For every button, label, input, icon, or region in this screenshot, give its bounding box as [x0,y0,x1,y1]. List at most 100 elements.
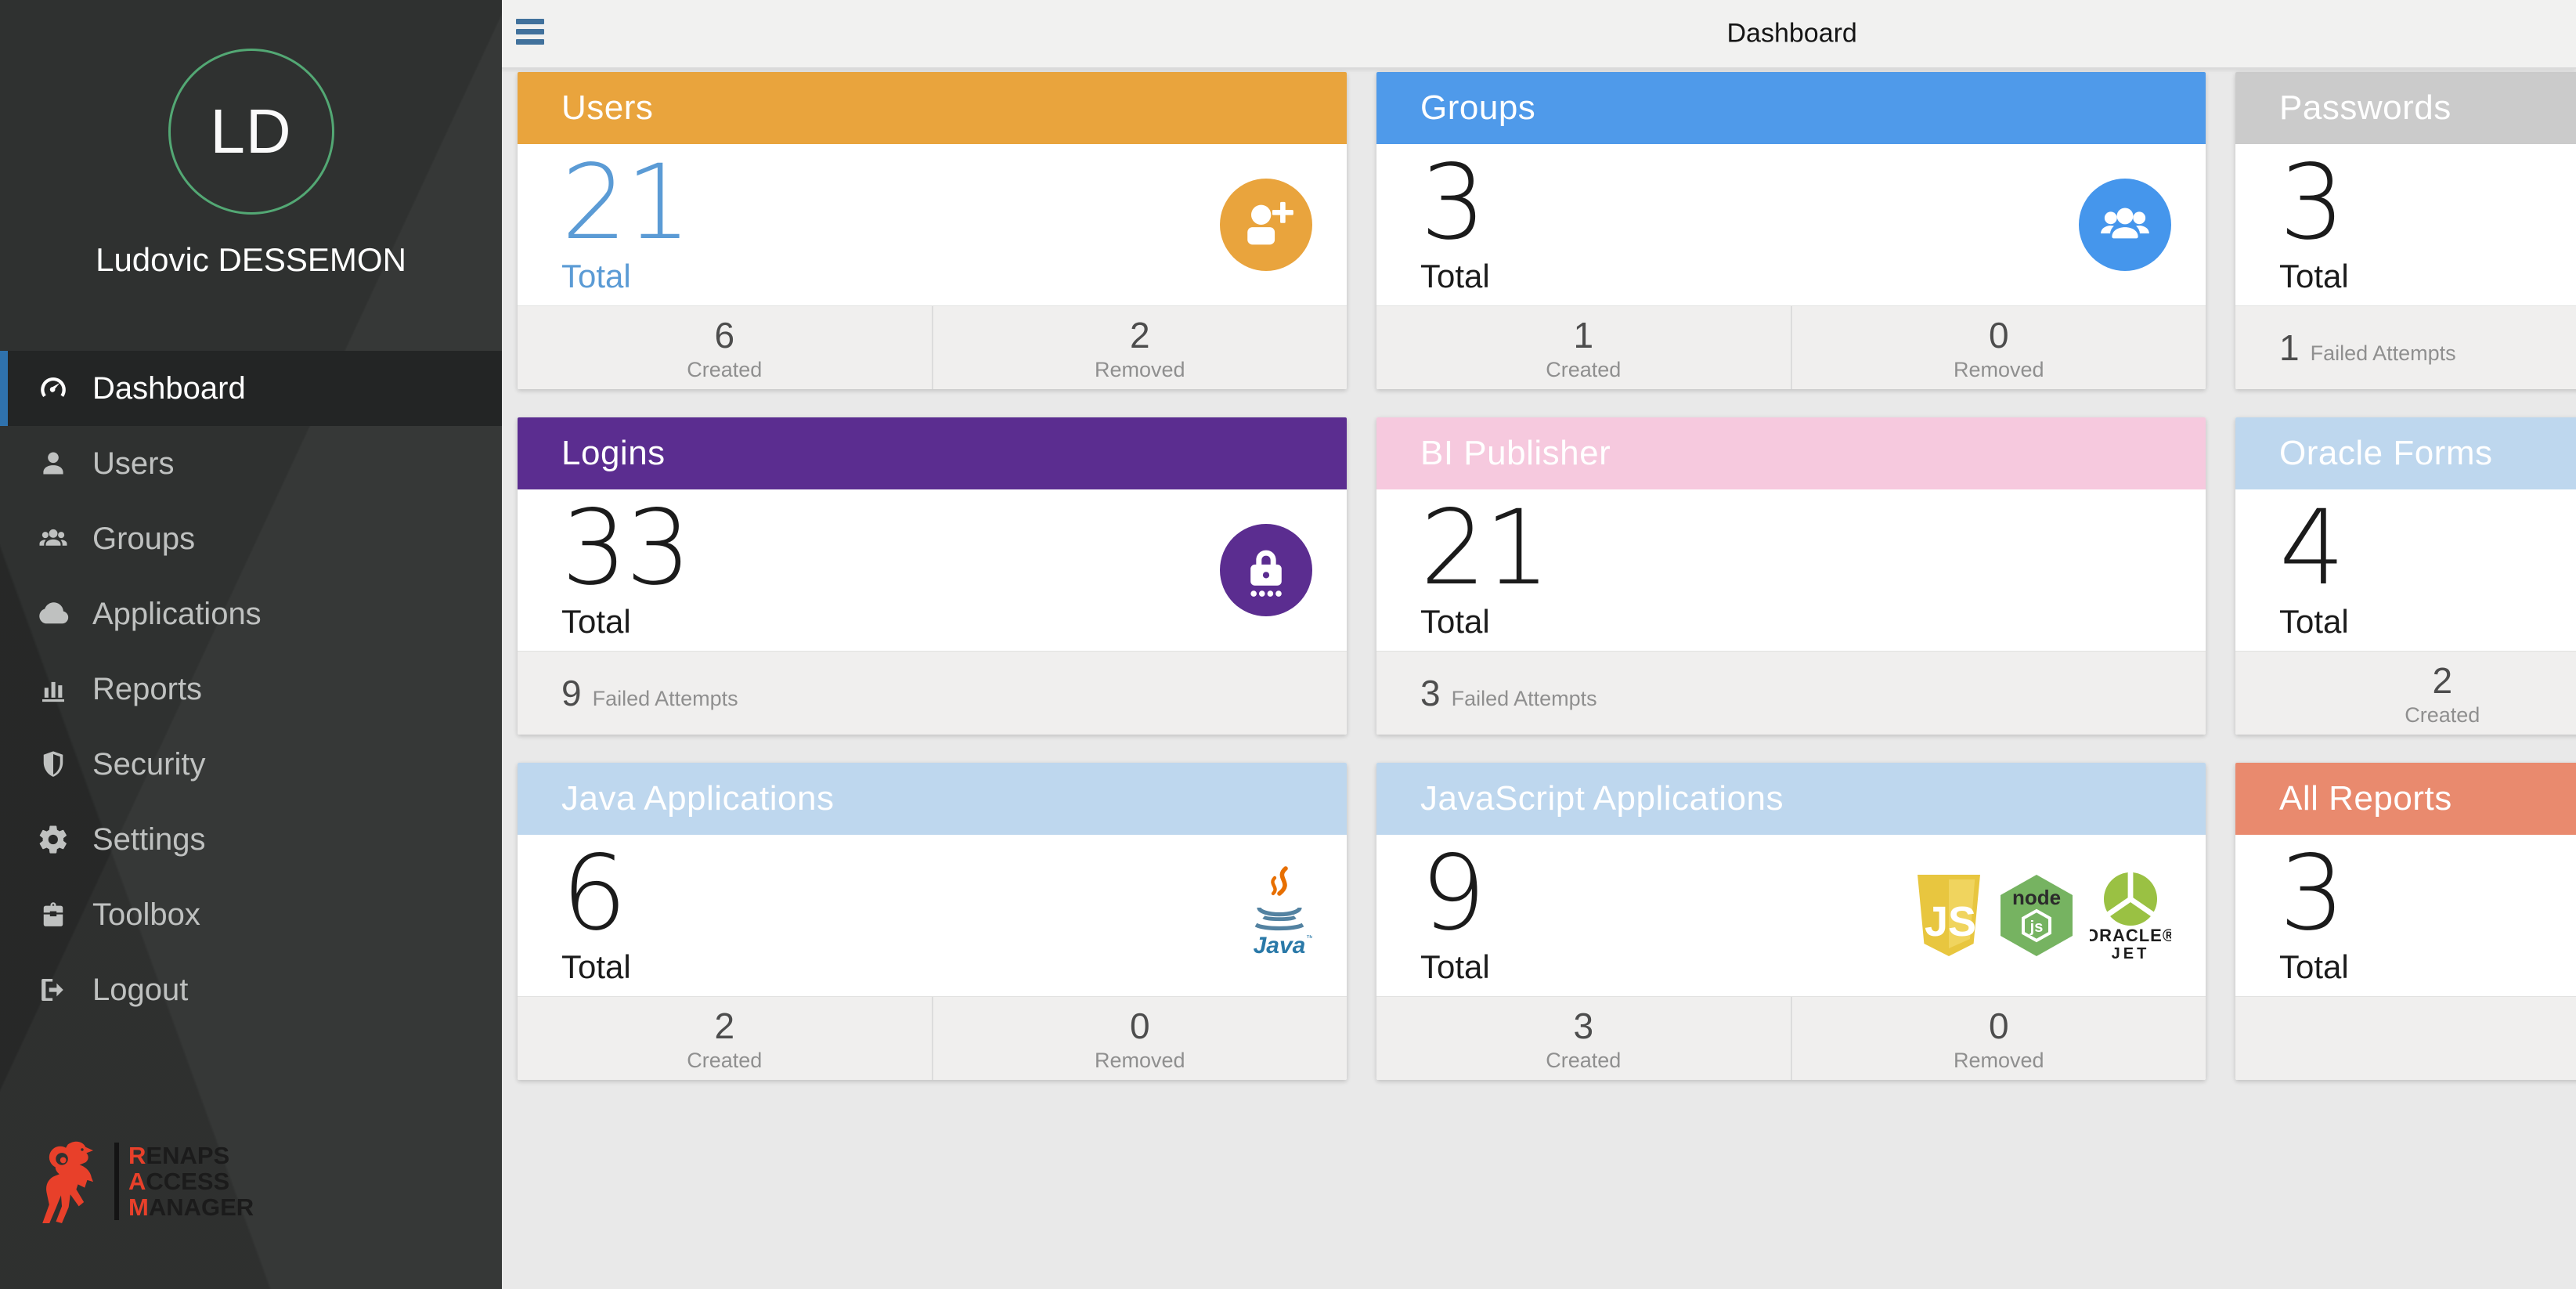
user-name: Ludovic DESSEMON [96,241,406,278]
sidebar-item-label: Settings [92,821,206,857]
stat-card-oracle-forms[interactable]: Oracle Forms 4 Total 2 Created [2235,417,2576,735]
footer-stat-label: Created [687,1048,763,1072]
hamburger-menu-icon[interactable] [516,19,547,45]
card-total-label: Total [1420,602,1490,640]
footer-stat-value: 3 [1573,1005,1594,1046]
stat-card-users[interactable]: Users 21 Total 6 Created 2 Removed [518,72,1347,389]
card-total-label: Total [2279,602,2349,640]
sidebar-item-users[interactable]: Users [0,426,502,501]
card-total-label: Total [1420,948,1490,985]
card-header: Java Applications [518,763,1347,835]
card-total-label: Total [561,948,631,985]
footer-stat-label: Created [1546,357,1622,381]
sidebar-item-applications[interactable]: Applications [0,576,502,652]
footer-stat: 2 Created [2235,652,2576,735]
card-title: Logins [561,434,666,472]
card-total-value: 9 [1420,833,1486,954]
card-footer: 2 Created 0 Removed [518,996,1347,1080]
sidebar-item-toolbox[interactable]: Toolbox [0,877,502,952]
footer-stat-value: 0 [1129,1005,1150,1046]
sidebar-item-logout[interactable]: Logout [0,952,502,1027]
js-logo-icon: JS [1914,872,1983,959]
logout-icon [36,973,70,1007]
footer-stat: 9 Failed Attempts [518,672,738,714]
sidebar-item-label: Security [92,746,206,782]
shield-icon [36,747,70,782]
footer-stat-label: Created [2405,702,2480,727]
card-total-value: 3 [2279,143,2345,263]
footer-stat-label: Removed [1094,1048,1185,1072]
nodejs-logo-icon: node js [1996,872,2077,959]
card-header: JavaScript Applications [1376,763,2206,835]
footer-stat-value: 0 [1988,314,2009,356]
sidebar-item-label: Logout [92,972,189,1007]
card-total-value: 21 [561,143,691,263]
card-header: Logins [518,417,1347,489]
sidebar-item-label: Dashboard [92,370,246,406]
footer-stat: 1 Created [1376,306,1791,389]
card-total-label: Total [561,602,631,640]
sidebar-item-label: Users [92,446,175,481]
card-title: Groups [1420,88,1536,127]
footer-stat-value: 1 [2279,327,2300,368]
java-logo-icon: Java™ [1247,865,1312,966]
sidebar-item-reports[interactable]: Reports [0,652,502,727]
card-total-label: Total [2279,257,2349,294]
card-footer: 3 Created 0 Removed [1376,996,2206,1080]
card-footer: 3 Failed Attempts [1376,651,2206,735]
stat-card-bi-publisher[interactable]: BI Publisher 21 Total 3 Failed Attempts [1376,417,2206,735]
card-title: BI Publisher [1420,434,1611,472]
stat-card-groups[interactable]: Groups 3 Total 1 Created 0 Removed [1376,72,2206,389]
card-body: 33 Total [518,489,1347,651]
card-title: All Reports [2279,779,2452,818]
stat-card-logins[interactable]: Logins 33 Total 9 Failed Attempts [518,417,1347,735]
sidebar-item-settings[interactable]: Settings [0,802,502,877]
card-header: All Reports [2235,763,2576,835]
brand-logo: RENAPS ACCESS MANAGER [42,1139,254,1223]
sidebar-item-dashboard[interactable]: Dashboard [0,351,502,426]
card-icons [1220,179,1312,271]
footer-stat-value: 9 [561,673,582,713]
footer-stat-value: 2 [1129,314,1150,356]
sidebar-item-groups[interactable]: Groups [0,501,502,576]
card-total-value: 6 [561,833,627,954]
svg-text:Java: Java [1254,933,1306,959]
card-body: 6 Total Java™ [518,835,1347,996]
user-group-icon [2079,179,2171,271]
card-footer: 1 Created 0 Removed [1376,305,2206,389]
sidebar-item-security[interactable]: Security [0,727,502,802]
svg-text:™: ™ [1306,934,1312,943]
footer-stat: 0 Removed [1790,997,2206,1080]
page-title: Dashboard [1726,18,1857,49]
footer-stat-label: Failed Attempts [1451,687,1597,710]
card-total-value: 4 [2279,488,2345,608]
footer-stat: 3 Created [1376,997,1791,1080]
stat-card-passwords[interactable]: Passwords 3 Total 1 Failed Attempts [2235,72,2576,389]
footer-stat-label: Created [1546,1048,1622,1072]
footer-stat-label: Created [687,357,763,381]
card-total-label: Total [561,257,631,294]
card-footer: 2 Created [2235,651,2576,735]
card-header: Passwords [2235,72,2576,144]
sidebar-item-label: Toolbox [92,897,200,932]
brand-line: ACCESS [128,1167,230,1195]
toolbox-icon [36,897,70,932]
brand-wordmark: RENAPS ACCESS MANAGER [114,1142,254,1220]
card-title: Oracle Forms [2279,434,2493,472]
svg-text:JET: JET [2112,945,2150,962]
svg-text:ORACLE®: ORACLE® [2090,926,2171,945]
sidebar-menu: Dashboard Users Groups Applications Repo… [0,351,502,1027]
card-total-value: 3 [2279,833,2345,954]
sidebar-item-label: Applications [92,596,262,631]
footer-stat-label: Removed [1953,357,2044,381]
footer-stat-label: Removed [1094,357,1185,381]
card-body: 3 Total [2235,144,2576,305]
avatar: LD [168,49,334,215]
stat-card-all-reports[interactable]: All Reports 3 Total [2235,763,2576,1080]
card-total-value: 21 [1420,488,1550,608]
footer-stat-value: 3 [1420,673,1441,713]
card-title: Users [561,88,654,127]
ram-icon [42,1141,93,1223]
stat-card-javascript-applications[interactable]: JavaScript Applications 9 Total JS node js… [1376,763,2206,1080]
stat-card-java-applications[interactable]: Java Applications 6 Total Java™ 2Created… [518,763,1347,1080]
